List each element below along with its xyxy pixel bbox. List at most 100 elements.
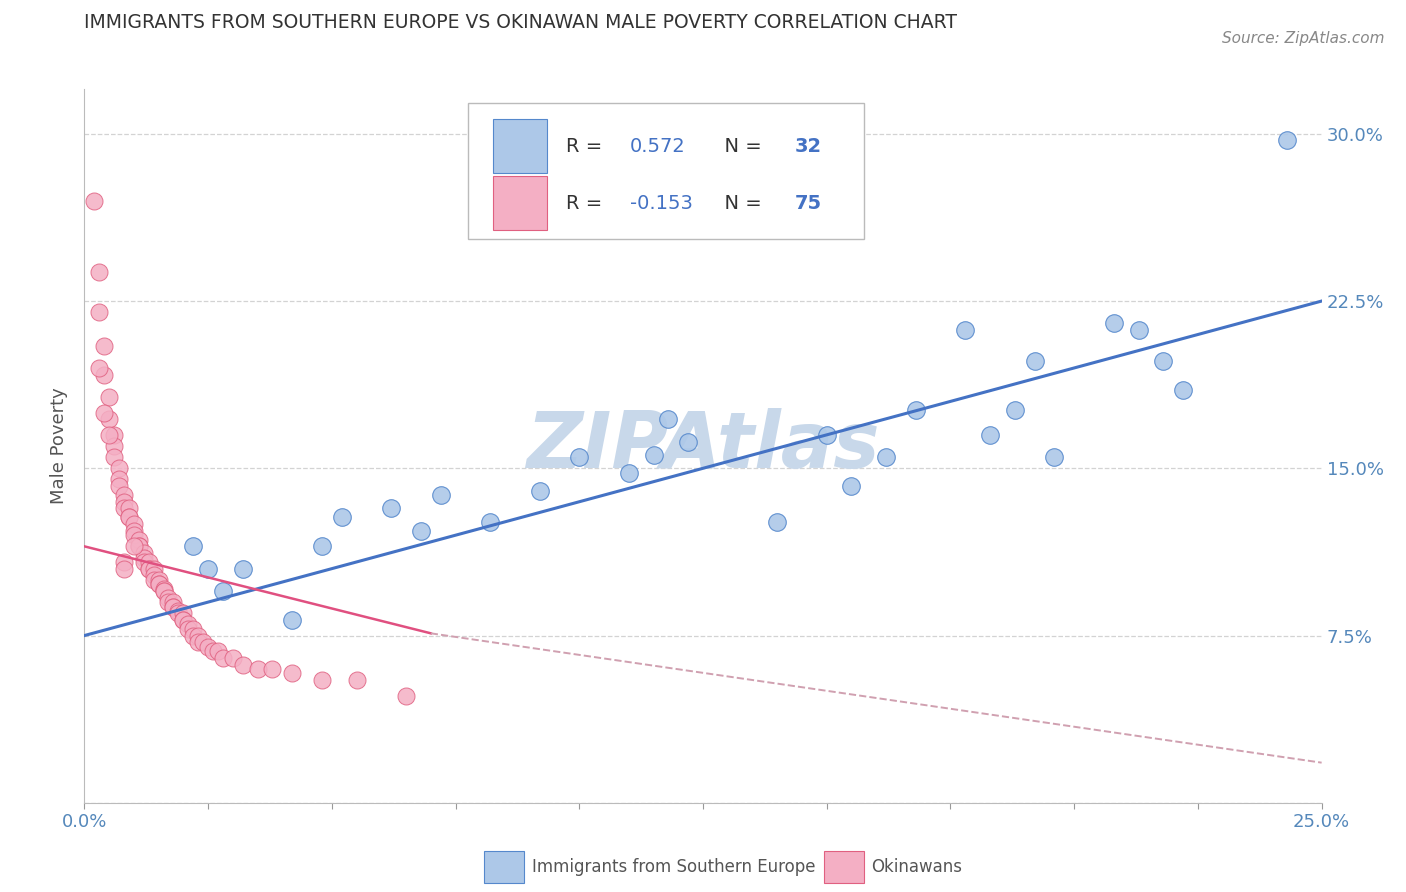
Point xyxy=(246,662,269,676)
Point xyxy=(89,360,111,375)
Point xyxy=(112,494,135,508)
Point xyxy=(83,194,105,208)
Point xyxy=(148,577,170,591)
Point xyxy=(281,666,304,681)
Point xyxy=(132,555,155,569)
Point xyxy=(118,510,141,524)
Point xyxy=(676,434,699,449)
Point xyxy=(815,427,838,442)
Point xyxy=(197,562,219,576)
Point xyxy=(98,427,121,442)
Point xyxy=(177,617,200,632)
Point xyxy=(128,539,150,553)
Point xyxy=(395,689,418,703)
Point xyxy=(108,473,131,487)
Point xyxy=(103,450,125,465)
Text: Source: ZipAtlas.com: Source: ZipAtlas.com xyxy=(1222,31,1385,46)
Point xyxy=(262,662,284,676)
Point xyxy=(138,562,160,576)
Point xyxy=(132,546,155,560)
Point xyxy=(841,479,863,493)
Point xyxy=(122,524,145,538)
Point xyxy=(118,510,141,524)
Point xyxy=(568,450,591,465)
Point xyxy=(529,483,551,498)
Point xyxy=(112,555,135,569)
Point xyxy=(118,501,141,516)
Point xyxy=(187,635,209,649)
Point xyxy=(162,595,184,609)
Point xyxy=(212,583,235,598)
Point xyxy=(122,539,145,553)
Point xyxy=(152,583,174,598)
FancyBboxPatch shape xyxy=(824,851,863,883)
Point xyxy=(162,599,184,614)
Point xyxy=(281,613,304,627)
Point xyxy=(89,305,111,319)
Point xyxy=(643,448,665,462)
FancyBboxPatch shape xyxy=(468,103,863,239)
Text: N =: N = xyxy=(711,194,768,213)
Point xyxy=(330,510,353,524)
Point xyxy=(311,539,333,553)
Point xyxy=(103,439,125,453)
Point xyxy=(89,265,111,279)
Point xyxy=(108,479,131,493)
Point xyxy=(875,450,897,465)
Point xyxy=(657,412,679,426)
Point xyxy=(766,515,789,529)
Text: 75: 75 xyxy=(794,194,821,213)
Point xyxy=(1152,354,1174,368)
Point xyxy=(191,635,214,649)
Point xyxy=(1004,403,1026,417)
Point xyxy=(207,644,229,658)
Point xyxy=(181,622,204,636)
Point xyxy=(979,427,1001,442)
Text: Immigrants from Southern Europe: Immigrants from Southern Europe xyxy=(533,858,815,876)
Point xyxy=(148,573,170,587)
Text: N =: N = xyxy=(711,136,768,156)
Point xyxy=(955,323,977,337)
Point xyxy=(98,412,121,426)
Text: IMMIGRANTS FROM SOUTHERN EUROPE VS OKINAWAN MALE POVERTY CORRELATION CHART: IMMIGRANTS FROM SOUTHERN EUROPE VS OKINA… xyxy=(84,13,957,32)
Point xyxy=(187,628,209,642)
Point xyxy=(167,607,190,621)
Point xyxy=(222,651,245,665)
Point xyxy=(181,539,204,553)
Point xyxy=(167,604,190,618)
Point xyxy=(112,488,135,502)
Point xyxy=(172,607,194,621)
Point xyxy=(212,651,235,665)
Point xyxy=(142,573,165,587)
Point xyxy=(232,657,254,672)
Point xyxy=(202,644,225,658)
Point xyxy=(142,568,165,582)
Point xyxy=(617,466,640,480)
Point xyxy=(380,501,402,516)
Y-axis label: Male Poverty: Male Poverty xyxy=(51,388,69,504)
Point xyxy=(197,640,219,654)
Point xyxy=(108,461,131,475)
Point xyxy=(409,524,432,538)
Text: 32: 32 xyxy=(794,136,821,156)
Point xyxy=(311,673,333,687)
Point xyxy=(904,403,927,417)
Point xyxy=(157,595,180,609)
Point xyxy=(93,405,115,420)
Point xyxy=(122,528,145,542)
Point xyxy=(1043,450,1066,465)
Point xyxy=(93,338,115,352)
FancyBboxPatch shape xyxy=(492,177,547,230)
Point xyxy=(181,628,204,642)
Point xyxy=(152,583,174,598)
Point xyxy=(172,613,194,627)
Point xyxy=(93,368,115,382)
Point xyxy=(138,562,160,576)
Point xyxy=(128,539,150,553)
FancyBboxPatch shape xyxy=(492,120,547,173)
Point xyxy=(138,555,160,569)
Text: -0.153: -0.153 xyxy=(630,194,693,213)
Point xyxy=(177,622,200,636)
Text: ZIPAtlas: ZIPAtlas xyxy=(526,408,880,484)
Point xyxy=(172,613,194,627)
